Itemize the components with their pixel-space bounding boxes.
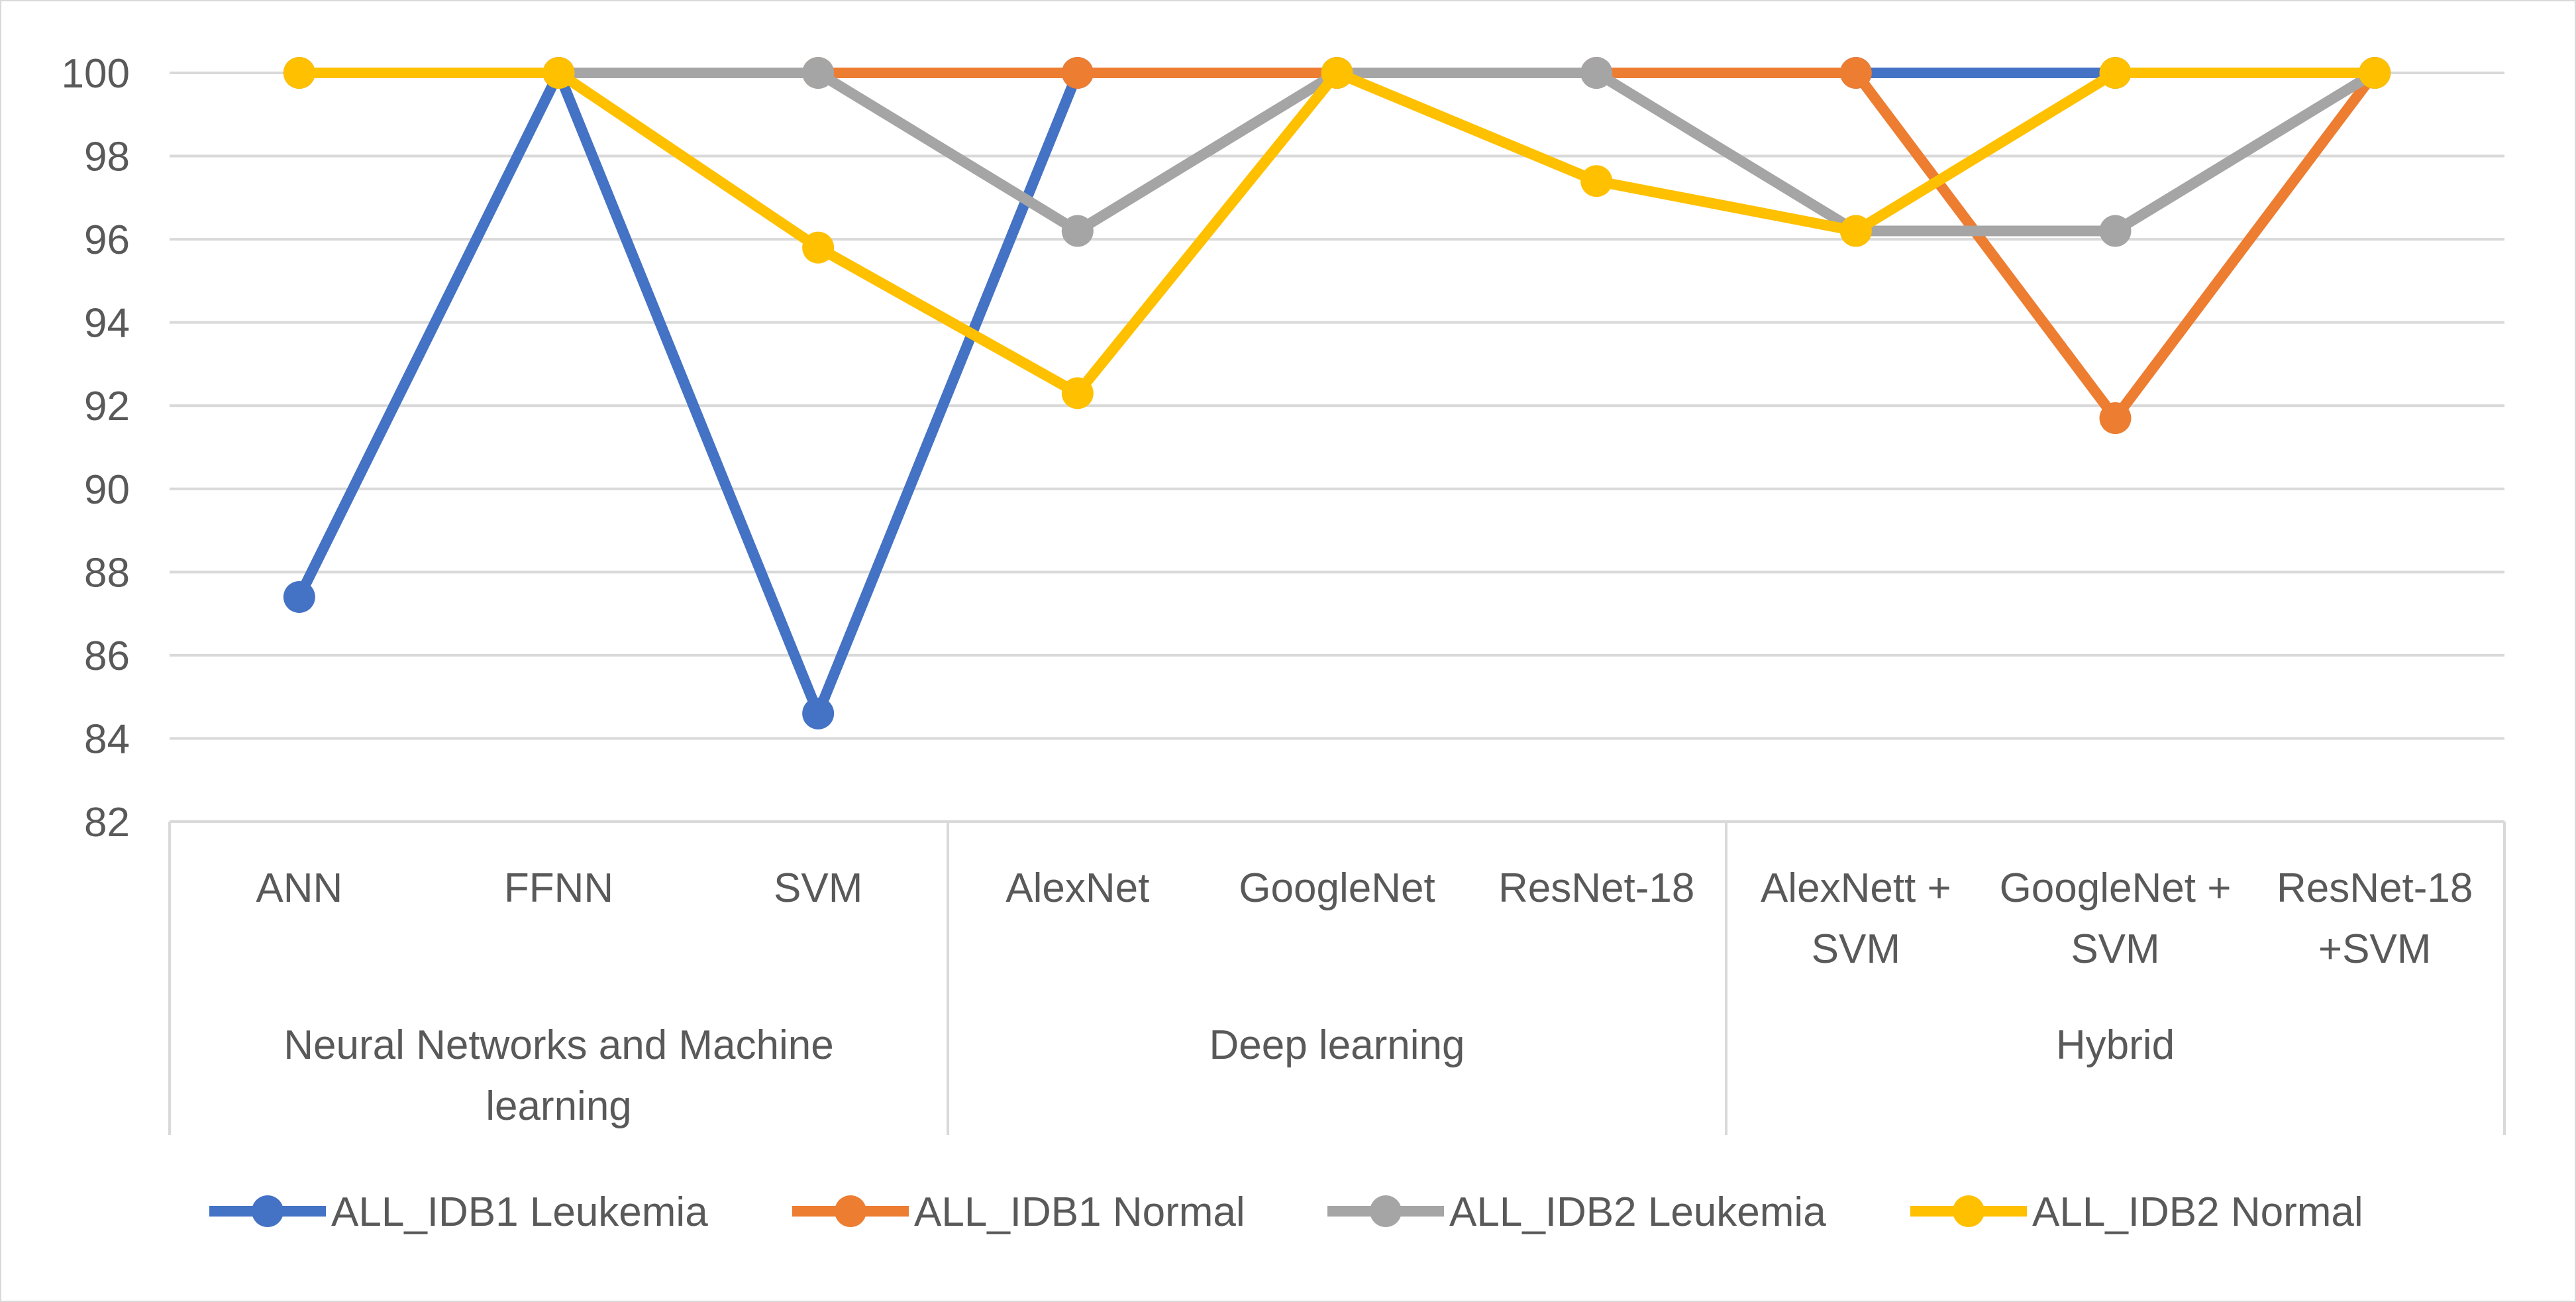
x-tick-label: +SVM <box>2318 926 2432 972</box>
legend-label: ALL_IDB2 Normal <box>2032 1189 2363 1235</box>
x-axis: ANN FFNN SVM AlexNet GoogleNet ResNet-18 AlexN… <box>170 822 2504 1135</box>
legend-label: ALL_IDB1 Leukemia <box>331 1189 708 1235</box>
series-layer <box>283 57 2391 730</box>
group-label: Neural Networks and Machine <box>283 1022 834 1068</box>
x-tick-label: SVM <box>1812 926 1900 972</box>
x-tick-label: ResNet-18 <box>2277 865 2473 911</box>
y-tick-label: 88 <box>84 550 130 596</box>
data-point <box>2100 215 2132 247</box>
data-point <box>802 57 834 89</box>
data-point <box>2100 402 2132 434</box>
data-point <box>1580 165 1612 197</box>
data-point <box>1062 377 1094 409</box>
x-tick-label: AlexNet <box>1005 865 1149 911</box>
legend-swatch-marker <box>1370 1195 1402 1227</box>
y-tick-label: 90 <box>84 467 130 513</box>
group-label: learning <box>486 1083 632 1129</box>
y-tick-label: 82 <box>84 800 130 845</box>
x-tick-label: GoogleNet <box>1239 865 1435 911</box>
data-point <box>1062 215 1094 247</box>
data-point <box>802 698 834 730</box>
y-tick-label: 84 <box>84 716 130 762</box>
legend-swatch-marker <box>835 1195 866 1227</box>
data-point <box>2100 57 2132 89</box>
y-tick-label: 96 <box>84 217 130 263</box>
legend: ALL_IDB1 Leukemia ALL_IDB1 Normal ALL_IDB2… <box>209 1189 2363 1235</box>
legend-swatch-marker <box>1953 1195 1984 1227</box>
y-tick-label: 94 <box>84 301 130 347</box>
data-point <box>802 232 834 264</box>
legend-swatch-marker <box>252 1195 283 1227</box>
y-tick-label: 98 <box>84 135 130 180</box>
x-tick-label: FFNN <box>504 865 613 911</box>
x-tick-label: SVM <box>2071 926 2159 972</box>
series-line <box>299 73 2375 714</box>
data-point <box>283 57 315 89</box>
x-tick-label: AlexNett + <box>1761 865 1951 911</box>
x-tick-label: GoogleNet + <box>2000 865 2232 911</box>
chart-svg: 82 84 86 88 90 92 94 96 98 100 ANN FFNN SVM AlexNet G… <box>0 0 2576 1302</box>
series-line <box>299 73 2375 418</box>
data-point <box>1321 57 1353 89</box>
y-tick-label: 92 <box>84 384 130 429</box>
legend-label: ALL_IDB1 Normal <box>914 1189 1245 1235</box>
data-point <box>1062 57 1094 89</box>
group-label: Hybrid <box>2056 1022 2175 1068</box>
x-tick-label: SVM <box>774 865 862 911</box>
group-label: Deep learning <box>1209 1022 1465 1068</box>
y-tick-label: 100 <box>62 51 130 97</box>
x-tick-label: ANN <box>256 865 342 911</box>
data-point <box>2359 57 2391 89</box>
legend-label: ALL_IDB2 Leukemia <box>1449 1189 1826 1235</box>
data-point <box>1840 215 1872 247</box>
data-point <box>1840 57 1872 89</box>
data-point <box>1580 57 1612 89</box>
data-point <box>283 581 315 613</box>
y-tick-label: 86 <box>84 633 130 679</box>
data-point <box>543 57 575 89</box>
gridlines <box>170 73 2504 738</box>
y-axis: 82 84 86 88 90 92 94 96 98 100 <box>62 51 130 845</box>
x-tick-label: ResNet-18 <box>1498 865 1694 911</box>
